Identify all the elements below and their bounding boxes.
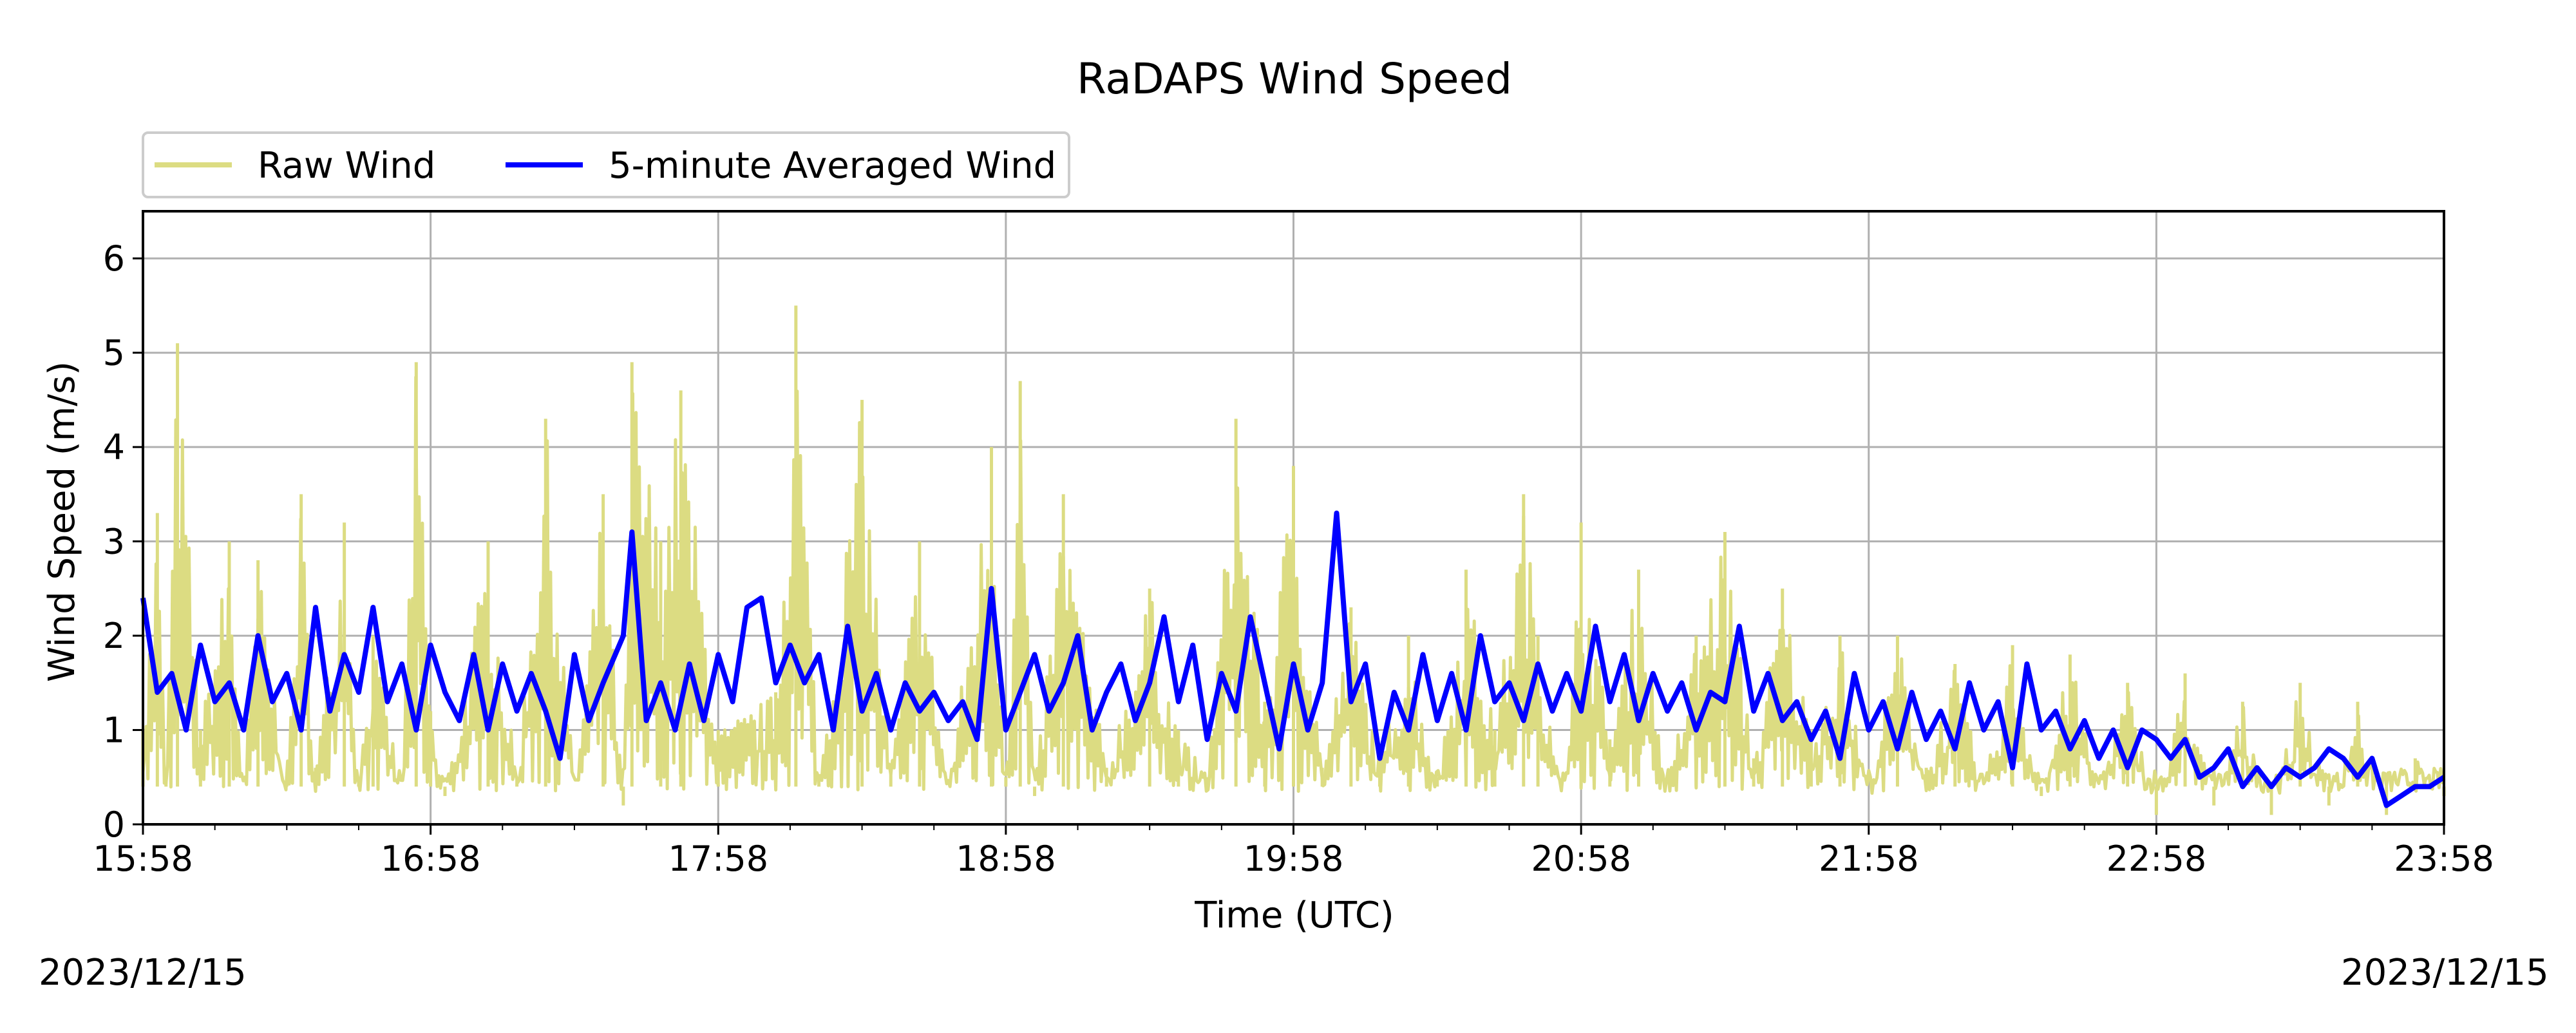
series-averaged-wind-line — [140, 510, 2446, 808]
x-tick-label: 16:58 — [381, 839, 481, 879]
y-tick-label: 1 — [103, 710, 125, 751]
legend-raw-label: Raw Wind — [258, 145, 435, 187]
chart-legend: Raw Wind 5-minute Averaged Wind — [142, 131, 1070, 198]
y-tick-label: 5 — [103, 333, 125, 374]
y-tick-label: 4 — [103, 427, 125, 468]
x-tick-label: 20:58 — [1531, 839, 1631, 879]
y-tick-label: 3 — [103, 522, 125, 562]
x-tick-label: 15:58 — [93, 839, 193, 879]
x-tick-label: 22:58 — [2107, 839, 2207, 879]
date-right: 2023/12/15 — [2341, 952, 2549, 994]
plot-frame — [142, 210, 2445, 826]
x-tick-label: 18:58 — [956, 839, 1056, 879]
y-tick-label: 6 — [103, 238, 125, 279]
averaged-wind-layer — [140, 510, 2446, 808]
x-tick-label: 17:58 — [668, 839, 768, 879]
x-tick-label: 23:58 — [2394, 839, 2494, 879]
y-tick-label: 0 — [103, 804, 125, 845]
axis-layer: 15:58 16:58 17:58 18:58 19:58 20:58 21:58 22:58… — [93, 210, 2494, 879]
x-tick-label: 21:58 — [1819, 839, 1919, 879]
legend-frame — [142, 131, 1070, 198]
date-left: 2023/12/15 — [39, 952, 247, 994]
legend-avg-label: 5-minute Averaged Wind — [609, 145, 1056, 187]
x-tick-label: 19:58 — [1244, 839, 1344, 879]
chart-title: RaDAPS Wind Speed — [1077, 54, 1512, 104]
y-tick-label: 2 — [103, 616, 125, 656]
raw-wind-layer — [141, 305, 2446, 815]
y-axis-label: Wind Speed (m/s) — [41, 361, 83, 682]
x-axis-label: Time (UTC) — [1194, 895, 1394, 936]
